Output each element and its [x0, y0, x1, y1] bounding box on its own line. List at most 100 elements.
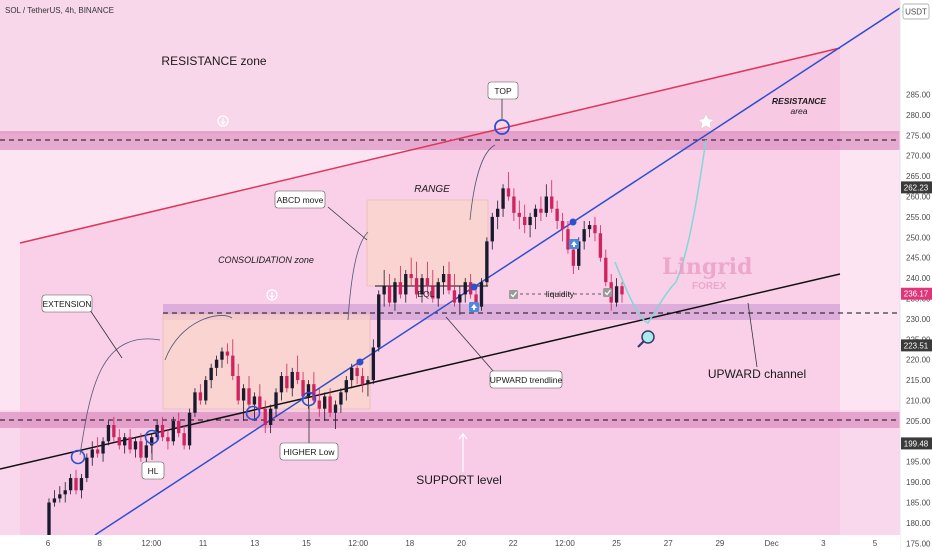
candle	[231, 339, 235, 381]
candle	[90, 441, 94, 466]
hl-marker-1	[70, 449, 86, 465]
x-tick-label: 12:00	[348, 539, 369, 548]
candlestick-series	[47, 172, 624, 544]
candle	[306, 380, 311, 409]
price-tag: 199.48	[901, 437, 932, 450]
candle	[533, 204, 538, 230]
candle	[279, 371, 284, 401]
x-tick-label: Dec	[765, 539, 779, 548]
y-tick-label: 230.00	[906, 315, 931, 324]
candle	[544, 184, 548, 217]
x-tick-label: 20	[457, 539, 466, 548]
candle	[112, 416, 116, 442]
upper-tint	[0, 0, 900, 134]
candle	[333, 400, 338, 430]
x-tick-label: 11	[199, 539, 208, 548]
check-icon	[509, 290, 518, 299]
candle	[79, 473, 84, 499]
x-tick-label: 29	[715, 539, 724, 548]
watermark-logo: Lingrid	[662, 254, 753, 280]
extension-label: EXTENSION	[41, 294, 93, 313]
svg-text:USDT: USDT	[905, 8, 927, 17]
candle	[404, 269, 408, 303]
candle	[225, 343, 230, 364]
y-tick-label: 280.00	[906, 111, 931, 120]
x-axis-ticks: 6 8 12:00 11 13 15 12:00 18 20 22 12:00 25 27 29 Dec 3 5	[46, 539, 878, 548]
candle	[58, 486, 62, 503]
candle	[166, 429, 170, 450]
trend-touch-2	[470, 283, 478, 291]
y-tick-label: 190.00	[906, 478, 931, 487]
candle	[63, 482, 67, 503]
currency-badge: USDT	[902, 3, 930, 20]
candle	[414, 261, 419, 299]
y-tick-label: 240.00	[906, 274, 931, 283]
svg-text:EXTENSION: EXTENSION	[42, 299, 91, 309]
arrow-down-icon-2	[266, 289, 278, 301]
x-tick-label: 6	[46, 539, 51, 548]
x-tick-label: 8	[97, 539, 102, 548]
x-tick-label: 18	[405, 539, 414, 548]
candle	[431, 269, 435, 303]
support-level-label: SUPPORT level	[416, 473, 502, 487]
trend-touch-1	[356, 358, 364, 366]
candle	[512, 188, 516, 221]
x-tick-label: 13	[250, 539, 259, 548]
candle	[566, 220, 570, 254]
candle	[128, 429, 132, 454]
svg-text:TOP: TOP	[494, 86, 512, 96]
candle	[582, 220, 586, 250]
x-tick-label: 5	[873, 539, 878, 548]
x-tick-label: 3	[821, 539, 826, 548]
price-axis	[900, 0, 932, 550]
x-tick-label: 27	[664, 539, 673, 548]
candle	[560, 212, 565, 242]
candle	[247, 376, 251, 409]
y-tick-label: 260.00	[906, 193, 931, 202]
candle	[550, 180, 554, 213]
channel-lower-line	[0, 273, 841, 470]
candle	[85, 453, 89, 483]
candle	[593, 216, 597, 242]
extension-leader	[89, 309, 123, 359]
candle	[312, 371, 316, 405]
arrow-down-icon	[217, 115, 229, 127]
time-axis	[0, 535, 900, 550]
candle	[344, 376, 348, 401]
candle	[447, 261, 451, 295]
trend-touch-3	[569, 218, 577, 226]
y-tick-label: 220.00	[906, 356, 931, 365]
svg-text:262.23: 262.23	[904, 183, 929, 192]
candle	[339, 388, 343, 413]
candle	[95, 437, 100, 458]
y-tick-label: 265.00	[906, 172, 931, 181]
y-tick-label: 255.00	[906, 213, 931, 222]
candle	[155, 420, 159, 442]
candle	[371, 339, 376, 385]
higher-low-marker-2	[301, 391, 317, 407]
candle	[604, 249, 608, 287]
candle	[177, 412, 181, 438]
price-tag: 223.51	[901, 339, 932, 352]
resistance-zone-label: RESISTANCE zone	[161, 54, 266, 68]
candle	[258, 384, 262, 413]
higher-low-label: HIGHER Low	[279, 442, 339, 461]
candle	[187, 408, 192, 450]
y-tick-label: 270.00	[906, 152, 931, 161]
star-icon	[697, 113, 715, 129]
extension-curve	[79, 338, 161, 456]
abcd-leader	[327, 206, 368, 241]
candle	[74, 469, 78, 495]
candle	[317, 388, 321, 417]
resistance-area-label-2: area	[790, 106, 807, 116]
candle	[263, 400, 267, 434]
candle	[106, 420, 111, 446]
arrow-up-icon-2	[469, 302, 479, 312]
candle	[539, 196, 543, 221]
range-label: RANGE	[414, 184, 450, 195]
extension-curve-2	[164, 315, 233, 361]
candle	[101, 437, 105, 462]
candle	[236, 363, 240, 405]
higher-low-marker-1	[245, 405, 261, 421]
